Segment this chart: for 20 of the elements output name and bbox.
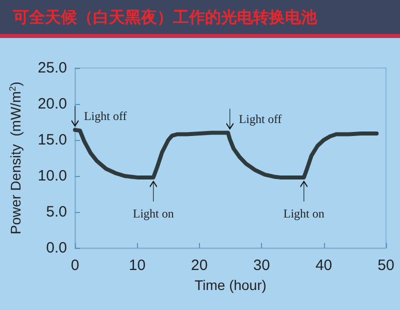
- annotation: Light on: [132, 206, 174, 221]
- y-tick-label: 20.0: [38, 96, 67, 112]
- chart-title: 可全天候（白天黑夜）工作的光电转换电池: [12, 8, 318, 26]
- x-tick-label: 10: [128, 257, 146, 274]
- annotation: Light on: [283, 206, 324, 221]
- x-tick-label: 20: [191, 257, 208, 274]
- y-tick-label: 5.0: [46, 204, 67, 220]
- y-tick-label: 0.0: [46, 240, 67, 256]
- annotation: Light off: [84, 108, 127, 123]
- y-axis-title: Power Density (mW/m2): [8, 82, 24, 234]
- annotation: Light off: [238, 112, 282, 126]
- x-tick-label: 30: [253, 257, 270, 274]
- x-tick-label: 50: [378, 257, 394, 274]
- x-tick-label: 40: [315, 257, 332, 274]
- x-tick-label: 0: [70, 257, 80, 274]
- line-series: [73, 128, 379, 180]
- y-tick-label: 15.0: [38, 132, 67, 148]
- y-tick-label: 25.0: [38, 60, 67, 76]
- y-tick-label: 10.0: [38, 168, 67, 184]
- x-axis-title: Time (hour): [194, 276, 266, 293]
